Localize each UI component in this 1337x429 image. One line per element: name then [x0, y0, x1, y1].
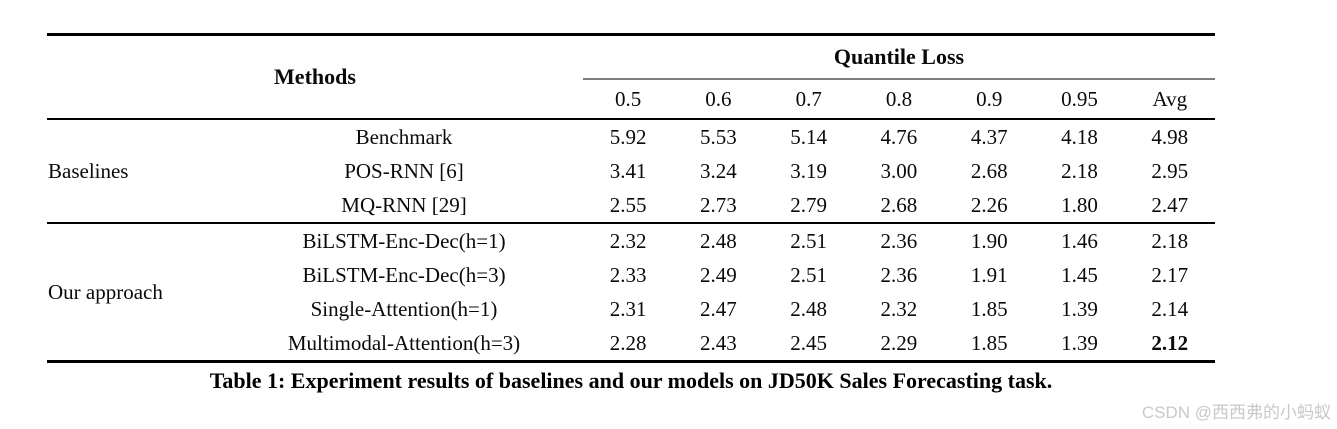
value-cell: 1.39: [1061, 330, 1098, 355]
quantile-column-label-0_95: 0.95: [1061, 86, 1098, 111]
value-cell: 3.00: [880, 158, 918, 183]
table-row: POS-RNN [6] 3.41 3.24 3.19 3.00 2.68 2.18 2.95: [47, 154, 1215, 188]
value-cell: 2.43: [700, 330, 737, 355]
table-row: MQ-RNN [29] 2.55 2.73 2.79 2.68 2.26 1.80 2.47: [47, 188, 1215, 222]
method-name-cell: POS-RNN [6]: [344, 158, 464, 183]
value-cell: 2.45: [790, 330, 828, 355]
section-divider-rule: [47, 222, 1215, 224]
value-cell: 3.24: [700, 158, 737, 183]
value-cell: 2.79: [790, 192, 828, 217]
table-row: BiLSTM-Enc-Dec(h=3) 2.33 2.49 2.51 2.36 1.91 1…: [47, 258, 1215, 292]
value-cell: 2.51: [790, 228, 828, 253]
value-cell: 2.68: [970, 158, 1008, 183]
value-cell: 2.48: [790, 296, 828, 321]
value-cell: 4.76: [880, 124, 918, 149]
value-cell: 2.47: [1151, 192, 1189, 217]
value-cell: 2.49: [700, 262, 737, 287]
value-cell: 1.85: [970, 330, 1008, 355]
value-cell: 2.18: [1061, 158, 1098, 183]
quantile-column-label-Avg: Avg: [1152, 86, 1188, 111]
value-cell: 2.28: [609, 330, 647, 355]
value-cell: 2.51: [790, 262, 828, 287]
table-section: Our approach BiLSTM-Enc-Dec(h=1) 2.32 2.48 2…: [47, 224, 1215, 360]
header-divider-rule: [47, 118, 1215, 120]
methods-column-header: Methods: [274, 64, 356, 89]
quantile-column-label-0_7: 0.7: [795, 86, 822, 111]
value-cell: 2.48: [700, 228, 737, 253]
value-cell: 2.36: [880, 262, 918, 287]
table-row: Single-Attention(h=1) 2.31 2.47 2.48 2.32 1.8…: [47, 292, 1215, 326]
value-cell: 2.47: [700, 296, 737, 321]
table-body: Baselines Benchmark 5.92 5.53 5.14 4.76 4.37 4.…: [47, 120, 1215, 360]
value-cell: 2.73: [700, 192, 737, 217]
value-cell: 2.36: [880, 228, 918, 253]
table-bottom-rule: [47, 360, 1215, 363]
quantile-column-label-0_6: 0.6: [705, 86, 732, 111]
value-cell: 3.19: [790, 158, 828, 183]
table-row: BiLSTM-Enc-Dec(h=1) 2.32 2.48 2.51 2.36 1.90 1…: [47, 224, 1215, 258]
quantile-column-label-0_8: 0.8: [885, 86, 913, 111]
value-cell: 1.39: [1061, 296, 1098, 321]
value-cell: 4.98: [1151, 124, 1189, 149]
value-cell: 5.14: [790, 124, 828, 149]
value-cell: 1.85: [970, 296, 1008, 321]
value-cell: 5.92: [609, 124, 647, 149]
value-cell: 2.12: [1151, 330, 1189, 355]
table-row: Multimodal-Attention(h=3) 2.28 2.43 2.45 2.2…: [47, 326, 1215, 360]
value-cell: 2.31: [609, 296, 647, 321]
value-cell: 2.55: [609, 192, 647, 217]
table-section: Baselines Benchmark 5.92 5.53 5.14 4.76 4.37 4.…: [47, 120, 1215, 222]
value-cell: 2.32: [609, 228, 647, 253]
value-cell: 1.45: [1061, 262, 1098, 287]
value-cell: 2.68: [880, 192, 918, 217]
value-cell: 1.90: [970, 228, 1008, 253]
group-label: Baselines: [48, 158, 129, 183]
table-top-rule: [47, 33, 1215, 36]
value-cell: 2.26: [970, 192, 1008, 217]
quantile-loss-header: Quantile Loss: [583, 36, 1215, 80]
value-cell: 4.37: [970, 124, 1008, 149]
value-cell: 3.41: [609, 158, 647, 183]
method-name-cell: Benchmark: [355, 124, 453, 149]
quantile-column-label-0_9: 0.9: [976, 86, 1003, 111]
group-label: Our approach: [48, 279, 163, 304]
value-cell: 4.18: [1061, 124, 1098, 149]
quantile-column-label-0_5: 0.5: [615, 86, 642, 111]
value-cell: 2.32: [880, 296, 918, 321]
value-cell: 1.80: [1061, 192, 1098, 217]
csdn-watermark: CSDN @西西弗的小蚂蚁: [1141, 403, 1331, 422]
results-table: Methods Quantile Loss 0.5 0.6 0.7 0.8 0.9 0.9…: [47, 33, 1215, 363]
quantile-loss-header-group: Quantile Loss 0.5 0.6 0.7 0.8 0.9 0.95 Avg: [583, 36, 1215, 118]
method-name-cell: Multimodal-Attention(h=3): [287, 330, 521, 355]
method-name-cell: BiLSTM-Enc-Dec(h=1): [302, 228, 506, 253]
value-cell: 2.33: [609, 262, 647, 287]
value-cell: 2.17: [1151, 262, 1189, 287]
method-name-cell: MQ-RNN [29]: [341, 192, 467, 217]
value-cell: 1.91: [970, 262, 1008, 287]
table-caption: Table 1: Experiment results of baselines…: [209, 368, 1053, 393]
quantile-column-labels: 0.5 0.6 0.7 0.8 0.9 0.95 Avg: [583, 80, 1215, 118]
value-cell: 2.95: [1151, 158, 1189, 183]
method-name-cell: BiLSTM-Enc-Dec(h=3): [302, 262, 506, 287]
value-cell: 2.29: [880, 330, 918, 355]
value-cell: 2.18: [1151, 228, 1189, 253]
value-cell: 5.53: [700, 124, 737, 149]
table-header: Methods Quantile Loss 0.5 0.6 0.7 0.8 0.9 0.9…: [47, 36, 1215, 118]
table-row: Benchmark 5.92 5.53 5.14 4.76 4.37 4.18 4.98: [47, 120, 1215, 154]
value-cell: 1.46: [1061, 228, 1098, 253]
method-name-cell: Single-Attention(h=1): [310, 296, 498, 321]
value-cell: 2.14: [1151, 296, 1189, 321]
